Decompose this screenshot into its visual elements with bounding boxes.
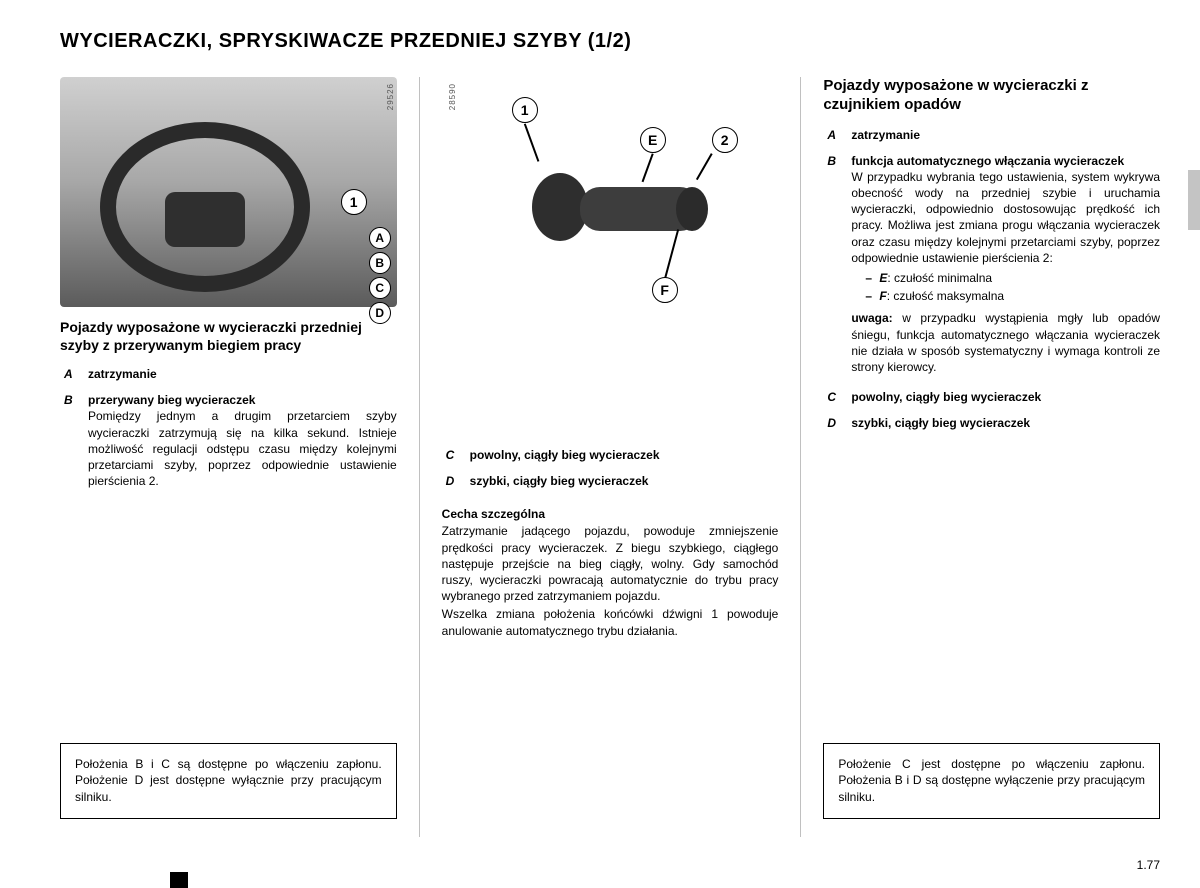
def-title: przerywany bieg wycieraczek [88, 393, 255, 407]
def-key: B [64, 392, 88, 489]
callout-B: B [369, 252, 391, 274]
col3-heading: Pojazdy wyposażone w wycieraczki z czujn… [823, 77, 1160, 115]
sensitivity-list: E: czułość minimalna F: czułość maksymal… [851, 270, 1160, 304]
def-key: B [827, 153, 851, 375]
def-title: funkcja automatycznego włączania wyciera… [851, 154, 1124, 168]
page-title: WYCIERACZKI, SPRYSKIWACZE PRZEDNIEJ SZYB… [60, 30, 1160, 53]
special-body2: Wszelka zmiana położenia końcówki dźwign… [442, 606, 779, 638]
def-body: Pomiędzy jednym a drugim przetarciem szy… [88, 409, 397, 488]
def-body: W przypadku wybrania tego ustawienia, sy… [851, 170, 1160, 265]
def-item-B: B przerywany bieg wycieraczek Pomiędzy j… [64, 392, 397, 489]
def-item-A: A zatrzymanie [64, 366, 397, 382]
def-item-B3: B funkcja automatycznego włączania wycie… [827, 153, 1160, 375]
column-3: Pojazdy wyposażone w wycieraczki z czujn… [823, 77, 1160, 837]
def-key: A [827, 127, 851, 143]
column-2: 28590 1 E 2 F C powolny, ciągły bieg wyc… [442, 77, 779, 837]
def-key: D [827, 415, 851, 431]
col3-note-box: Położenie C jest dostępne po włączeniu z… [823, 743, 1160, 819]
def-title: powolny, ciągły bieg wycieraczek [470, 448, 660, 462]
callout-1b: 1 [512, 97, 538, 123]
column-divider [800, 77, 801, 837]
def-title: szybki, ciągły bieg wycieraczek [851, 416, 1030, 430]
def-key: D [446, 473, 470, 489]
side-tab [1188, 170, 1200, 230]
steering-hub-icon [165, 192, 245, 247]
def-item-A3: A zatrzymanie [827, 127, 1160, 143]
def-key: A [64, 366, 88, 382]
special-title: Cecha szczególna [442, 507, 779, 521]
def-title: zatrzymanie [88, 367, 157, 381]
page-tab-marker [170, 872, 188, 888]
col1-heading: Pojazdy wyposażone w wycieraczki przedni… [60, 319, 397, 354]
col1-def-list: A zatrzymanie B przerywany bieg wycierac… [60, 366, 397, 499]
sub-E: : czułość minimalna [887, 271, 992, 285]
callout-C: C [369, 277, 391, 299]
col3-def-list: A zatrzymanie B funkcja automatycznego w… [823, 127, 1160, 442]
def-item-C: C powolny, ciągły bieg wycieraczek [446, 447, 779, 463]
def-item-C3: C powolny, ciągły bieg wycieraczek [827, 389, 1160, 405]
callout-1: 1 [341, 189, 367, 215]
def-note: uwaga: w przypadku wystąpienia mgły lub … [851, 310, 1160, 375]
callout-D: D [369, 302, 391, 324]
def-key: C [446, 447, 470, 463]
def-item-D: D szybki, ciągły bieg wycieraczek [446, 473, 779, 489]
callout-2: 2 [712, 127, 738, 153]
def-key: C [827, 389, 851, 405]
sub-F: : czułość maksymalna [887, 289, 1004, 303]
col2-def-list: C powolny, ciągły bieg wycieraczek D szy… [442, 447, 779, 499]
lead-line [524, 123, 539, 161]
def-item-D3: D szybki, ciągły bieg wycieraczek [827, 415, 1160, 431]
figure-stalk: 28590 1 E 2 F [442, 77, 779, 307]
def-title: zatrzymanie [851, 128, 920, 142]
page-number: 1.77 [1137, 858, 1160, 872]
callout-A: A [369, 227, 391, 249]
stalk-svg [532, 167, 712, 247]
def-title: szybki, ciągły bieg wycieraczek [470, 474, 649, 488]
callout-E: E [640, 127, 666, 153]
def-title: powolny, ciągły bieg wycieraczek [851, 390, 1041, 404]
special-body1: Zatrzymanie jadącego pojazdu, powoduje z… [442, 523, 779, 604]
figure-steering-wheel: 29526 1 A B C D [60, 77, 397, 307]
column-divider [419, 77, 420, 837]
column-1: 29526 1 A B C D Pojazdy wyposażone w wyc… [60, 77, 397, 837]
figure1-id: 29526 [386, 83, 395, 110]
col1-note-box: Położenia B i C są dostępne po włączeniu… [60, 743, 397, 819]
callout-F: F [652, 277, 678, 303]
columns-container: 29526 1 A B C D Pojazdy wyposażone w wyc… [60, 77, 1160, 837]
figure2-id: 28590 [448, 83, 457, 110]
